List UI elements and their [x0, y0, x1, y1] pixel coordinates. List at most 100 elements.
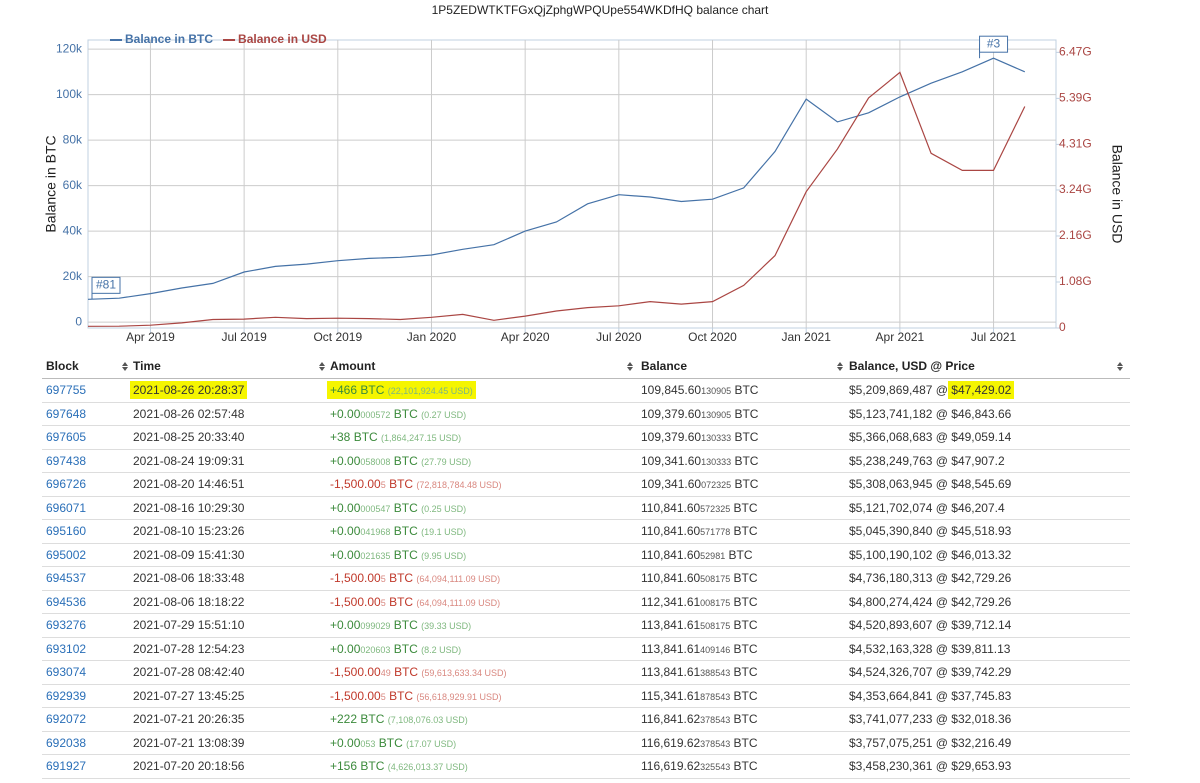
- column-header[interactable]: Balance: [641, 359, 688, 373]
- balance-part: 116,619.62: [641, 735, 701, 750]
- balance-cell: 115,341.61878543 BTC: [641, 685, 758, 709]
- x-tick-label: Oct 2019: [313, 330, 362, 344]
- column-header[interactable]: Amount: [330, 359, 376, 373]
- balance-part: 130333: [701, 456, 732, 467]
- amount-part: BTC: [390, 453, 418, 468]
- amount-cell: +0.00000547 BTC (0.25 USD): [330, 497, 466, 521]
- amount-part: BTC: [390, 547, 418, 562]
- time-cell: 2021-07-27 13:45:25: [133, 685, 244, 708]
- x-tick-label: Jul 2021: [971, 330, 1017, 344]
- amount-cell: +0.00021635 BTC (9.95 USD): [330, 544, 466, 568]
- amount-usd: (64,094,111.09 USD): [416, 597, 501, 608]
- amount-part: 053: [360, 738, 376, 749]
- time-cell: 2021-08-26 20:28:37: [130, 379, 248, 402]
- block-link[interactable]: 694537: [46, 571, 87, 585]
- x-tick-label: Jul 2019: [221, 330, 267, 344]
- block-link[interactable]: 693074: [46, 665, 87, 679]
- block-link[interactable]: 697605: [46, 430, 87, 444]
- block-link[interactable]: 692072: [46, 712, 87, 726]
- balance-usd-cell: $5,100,190,102 @ $46,013.32: [849, 544, 1011, 567]
- block-link[interactable]: 697755: [46, 383, 87, 397]
- table-header: Block Time Amount Balance Balance, USD @ Pri…: [42, 355, 1130, 379]
- balance-part: 109,379.60: [641, 406, 702, 421]
- sort-icon[interactable]: [837, 362, 843, 372]
- block-link[interactable]: 693102: [46, 641, 87, 656]
- chart: 1P5ZEDWTKTFGxQjZphgWPQUpe554WKDfHQ balan…: [43, 3, 1126, 344]
- legend-label: Balance in BTC: [125, 32, 213, 46]
- y-tick-label: 80k: [63, 132, 83, 146]
- price: $42,729.26: [951, 571, 1012, 585]
- y2-axis-title: Balance in USD: [1109, 145, 1125, 244]
- column-header[interactable]: Balance, USD @ Price: [849, 359, 975, 373]
- balance-usd: $3,741,077,233 @: [849, 712, 952, 726]
- balance-part: 008175: [700, 597, 731, 608]
- balance-cell: 109,379.60130333 BTC: [641, 426, 758, 450]
- time-cell: 2021-07-21 13:08:39: [133, 732, 244, 755]
- time: 2021-08-06 18:18:22: [133, 594, 245, 609]
- balance-part: BTC: [731, 406, 759, 421]
- sort-icon[interactable]: [627, 362, 633, 372]
- amount: -1,500.005 BTC (56,618,929.91 USD): [330, 689, 501, 703]
- amount-part: BTC: [390, 524, 418, 538]
- block-link[interactable]: 695160: [46, 524, 87, 538]
- price: $32,216.49: [951, 735, 1012, 750]
- block-link[interactable]: 696726: [46, 477, 87, 491]
- amount-usd: (56,618,929.91 USD): [416, 691, 502, 702]
- amount-cell: -1,500.005 BTC (64,094,111.09 USD): [330, 567, 500, 591]
- block-link[interactable]: 697648: [46, 406, 87, 421]
- amount-part: +466 BTC: [330, 383, 385, 397]
- amount-part: +0.00: [330, 641, 361, 656]
- time-cell: 2021-08-16 10:29:30: [133, 497, 244, 520]
- amount: +0.00021635 BTC (9.95 USD): [330, 548, 466, 562]
- balance-usd: $5,123,741,182 @: [849, 406, 952, 421]
- time: 2021-08-20 14:46:51: [133, 477, 245, 491]
- block-link[interactable]: 695002: [46, 547, 87, 562]
- sort-icon[interactable]: [122, 362, 128, 372]
- series-line: [87, 71, 1026, 327]
- y-tick-label: 60k: [63, 178, 83, 192]
- balance-part: BTC: [730, 712, 758, 726]
- amount-cell: +222 BTC (7,108,076.03 USD): [330, 708, 468, 732]
- balance-part: 878543: [700, 691, 731, 702]
- sort-icon[interactable]: [1117, 362, 1123, 372]
- block-link[interactable]: 692038: [46, 735, 87, 750]
- time-cell: 2021-07-28 08:42:40: [133, 661, 244, 684]
- time-cell: 2021-08-26 02:57:48: [133, 403, 244, 426]
- amount: +0.00000572 BTC (0.27 USD): [330, 407, 466, 421]
- y2-tick-label: 1.08G: [1059, 274, 1092, 288]
- price: $42,729.26: [951, 594, 1012, 609]
- block-link[interactable]: 693276: [46, 618, 87, 632]
- amount-part: BTC: [385, 594, 414, 609]
- amount-usd: (8.2 USD): [421, 644, 462, 655]
- time: 2021-07-21 13:08:39: [133, 735, 245, 750]
- block-link[interactable]: 696071: [46, 500, 87, 515]
- balance-cell: 113,841.61508175 BTC: [641, 614, 758, 638]
- x-tick-label: Oct 2020: [688, 330, 737, 344]
- price: $32,018.36: [951, 712, 1012, 726]
- balance-usd-cell: $4,736,180,313 @ $42,729.26: [849, 567, 1011, 590]
- balance-cell: 110,841.60508175 BTC: [641, 567, 758, 591]
- y2-tick-label: 6.47G: [1059, 45, 1092, 59]
- time-cell: 2021-07-20 20:18:56: [133, 755, 244, 778]
- amount-part: BTC: [375, 735, 403, 750]
- amount-cell: +38 BTC (1,864,247.15 USD): [330, 426, 461, 450]
- table-row: 695002 2021-08-09 15:41:30 +0.00021635 BTC…: [42, 544, 1130, 568]
- block-link[interactable]: 691927: [46, 759, 87, 773]
- balance-usd-cell: $3,741,077,233 @ $32,018.36: [849, 708, 1011, 731]
- amount: +466 BTC (22,101,924.45 USD): [327, 381, 476, 399]
- balance-part: 113,841.61: [641, 641, 701, 656]
- column-header[interactable]: Block: [46, 359, 79, 373]
- amount-part: +0.00: [330, 547, 361, 562]
- balance-part: 110,841.60: [641, 571, 701, 585]
- sort-icon[interactable]: [319, 362, 325, 372]
- balance-part: BTC: [731, 453, 759, 468]
- y-tick-label: 40k: [63, 223, 83, 237]
- balance-part: 109,379.60: [641, 430, 702, 444]
- block-link[interactable]: 694536: [46, 594, 87, 609]
- block-link[interactable]: 692939: [46, 688, 87, 703]
- amount-cell: +0.00099029 BTC (39.33 USD): [330, 614, 471, 638]
- column-header[interactable]: Time: [133, 359, 161, 373]
- plot-area: [87, 39, 1057, 329]
- block-link[interactable]: 697438: [46, 453, 87, 468]
